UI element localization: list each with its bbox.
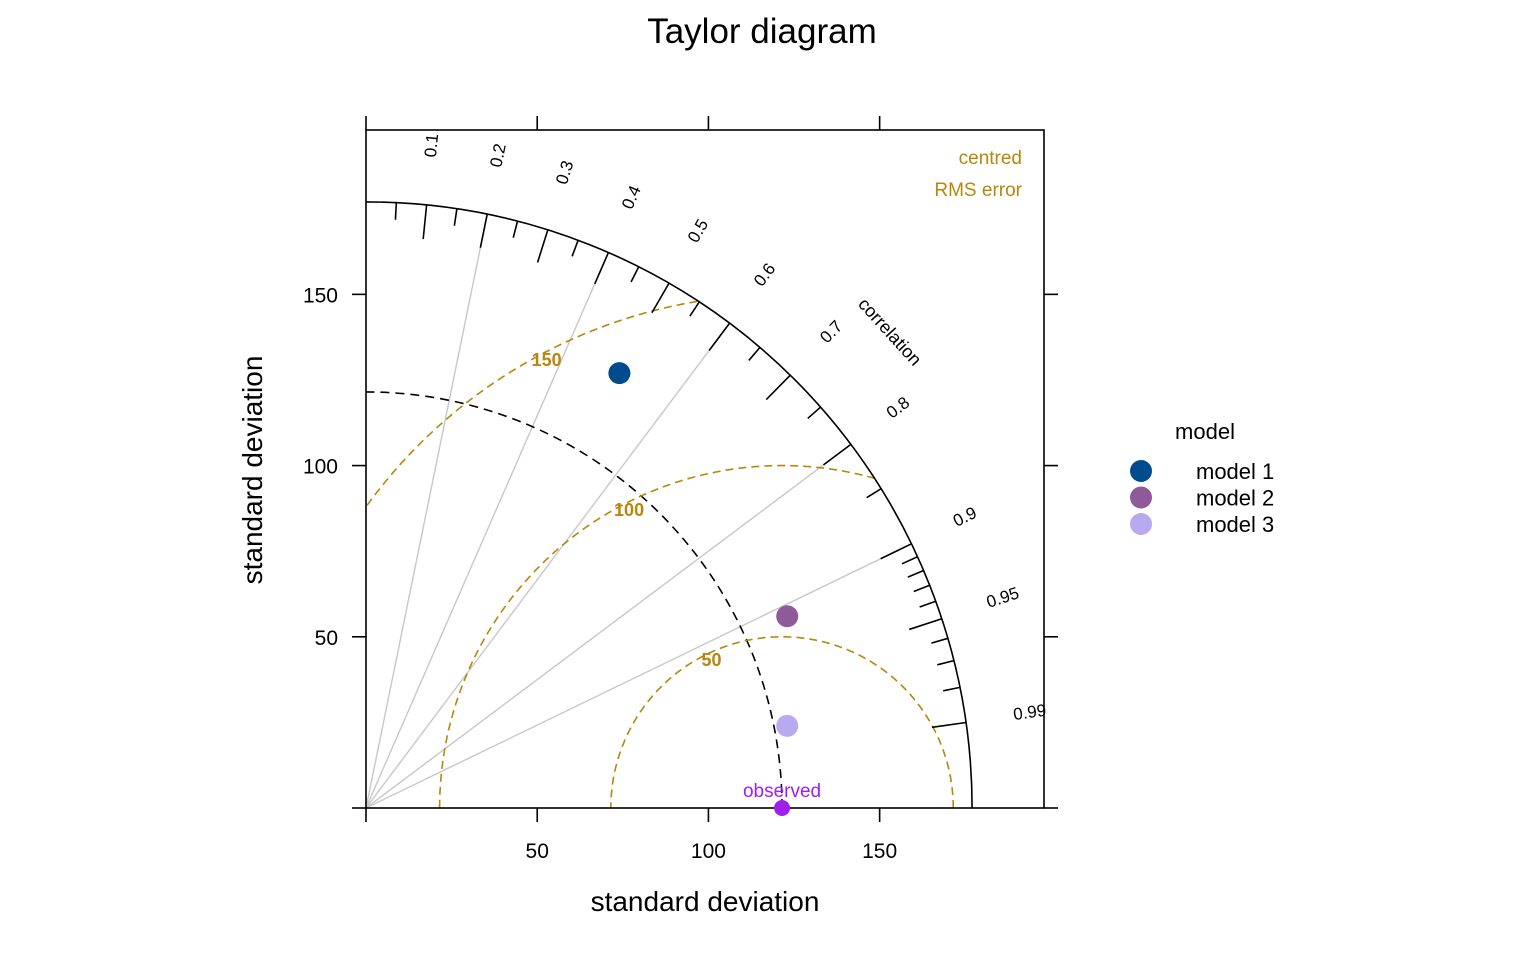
- correlation-tick: [689, 301, 701, 317]
- legend-marker: [1130, 513, 1152, 535]
- correlation-title: correlation: [854, 294, 925, 370]
- correlation-label: 0.5: [684, 216, 712, 246]
- rms-contour: [610, 636, 955, 808]
- correlation-tick: [866, 488, 882, 499]
- x-tick-label: 150: [862, 840, 897, 863]
- x-tick-label: 100: [691, 840, 726, 863]
- legend-label: model 1: [1196, 459, 1274, 484]
- correlation-tick: [909, 617, 943, 631]
- correlation-tick: [422, 204, 428, 240]
- rms-contour-label: 100: [614, 500, 644, 520]
- correlation-tick: [919, 600, 936, 608]
- correlation-tick: [630, 266, 640, 283]
- x-axis-label: standard deviation: [591, 886, 820, 917]
- correlation-tick: [932, 721, 967, 729]
- plot-area: 50 100 150 0.1 0.2 0.3 0.4 0.5 0.6 0.7 0.8 0.9 0.95 0…: [303, 116, 1058, 863]
- correlation-line: [365, 252, 610, 809]
- correlation-label: 0.8: [883, 393, 913, 422]
- correlation-label: 0.4: [618, 183, 645, 212]
- correlation-tick: [937, 659, 955, 666]
- correlation-tick: [943, 686, 961, 692]
- correlation-tick: [394, 202, 398, 220]
- rms-contour: [365, 300, 698, 507]
- rms-contour-label: 150: [532, 350, 562, 370]
- correlation-line: [365, 322, 731, 809]
- correlation-label: 0.9: [950, 503, 980, 530]
- rms-title-line: centred: [959, 148, 1022, 169]
- plot-frame: [365, 129, 1045, 809]
- legend-label: model 3: [1196, 512, 1274, 537]
- correlation-tick: [822, 443, 852, 466]
- correlation-label: 0.7: [816, 317, 846, 347]
- correlation-label: 0.3: [552, 158, 577, 186]
- correlation-label: 0.99: [1012, 701, 1047, 724]
- chart-title: Taylor diagram: [647, 12, 877, 51]
- observed-label: observed: [743, 781, 821, 802]
- legend-marker: [1130, 460, 1152, 482]
- correlation-tick: [765, 374, 791, 401]
- rms-title-line: RMS error: [934, 180, 1022, 201]
- legend-label: model 2: [1196, 486, 1274, 511]
- correlation-label: 0.2: [487, 142, 510, 169]
- y-tick-label: 150: [303, 284, 338, 307]
- correlation-tick: [931, 637, 949, 644]
- correlation-tick: [907, 569, 924, 578]
- correlation-tick: [512, 220, 519, 238]
- correlation-label: 0.6: [750, 260, 779, 290]
- legend-marker: [1130, 486, 1152, 509]
- correlation-tick: [536, 229, 549, 263]
- correlation-label: 0.1: [421, 133, 442, 158]
- y-axis-label: standard deviation: [237, 356, 268, 585]
- x-tick-label: 50: [526, 840, 549, 863]
- correlation-line: [365, 443, 852, 809]
- correlation-tick: [479, 213, 489, 248]
- correlation-label: 0.95: [984, 583, 1021, 611]
- observed-sd-arc: [365, 391, 783, 809]
- rms-contour-label: 50: [702, 650, 722, 670]
- model-point: [776, 605, 799, 628]
- y-tick-label: 100: [303, 456, 338, 479]
- model-point: [776, 714, 799, 737]
- outer-arc: [365, 201, 973, 809]
- observed-point: [774, 800, 791, 816]
- correlation-tick: [571, 239, 579, 257]
- correlation-tick: [594, 252, 610, 285]
- correlation-tick: [748, 346, 761, 361]
- correlation-line: [365, 214, 488, 809]
- correlation-tick: [901, 555, 918, 565]
- correlation-tick: [880, 543, 912, 560]
- rms-contour: [438, 464, 876, 808]
- correlation-tick: [913, 584, 930, 593]
- correlation-tick: [708, 322, 731, 352]
- correlation-tick: [807, 406, 822, 420]
- correlation-tick: [453, 208, 458, 226]
- correlation-line: [365, 543, 912, 809]
- model-point: [608, 362, 631, 385]
- correlation-tick: [651, 282, 670, 314]
- y-tick-label: 50: [315, 627, 338, 650]
- legend-title: model: [1175, 419, 1235, 444]
